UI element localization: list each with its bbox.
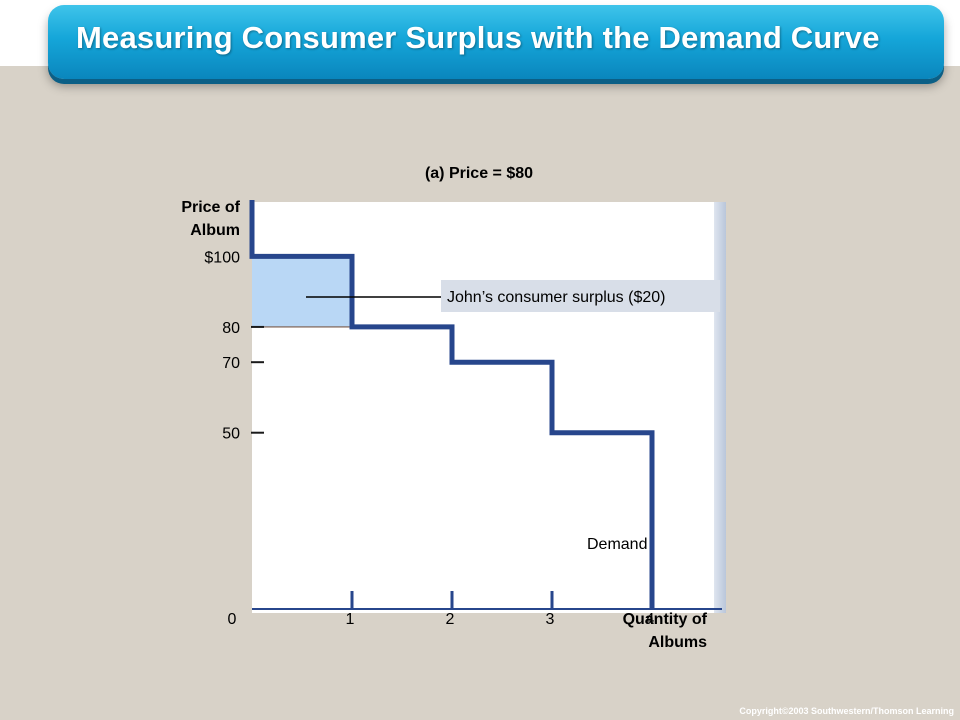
y-tick-label-4: 50 — [222, 426, 240, 443]
y-tick-label-1: $100 — [204, 249, 240, 266]
x-tick-label-2: 2 — [446, 611, 455, 628]
x-tick-label-4: 4 — [646, 611, 655, 628]
slide-title: Measuring Consumer Surplus with the Dema… — [76, 20, 880, 55]
y-tick-label-2: 80 — [222, 320, 240, 337]
x-axis-label-line-2: Albums — [648, 634, 707, 651]
surplus-label-box — [441, 280, 720, 312]
x-tick-label-3: 3 — [546, 611, 555, 628]
demand-curve-label: Demand — [587, 536, 647, 553]
y-tick-label-3: 70 — [222, 355, 240, 372]
demand-curve — [249, 200, 655, 609]
x-tick-label-1: 1 — [346, 611, 355, 628]
origin-label: 0 — [228, 611, 237, 628]
chart-title: (a) Price = $80 — [425, 165, 533, 182]
title-bar — [48, 5, 944, 79]
consumer-surplus-area — [252, 256, 352, 327]
consumer-surplus-label: John’s consumer surplus ($20) — [447, 289, 665, 306]
y-axis-label-line-1: Price of — [181, 199, 240, 216]
copyright-notice: Copyright©2003 Southwestern/Thomson Lear… — [739, 706, 954, 716]
y-axis-label-line-2: Album — [190, 222, 240, 239]
x-axis-label-line-1: Quantity of — [623, 611, 708, 628]
